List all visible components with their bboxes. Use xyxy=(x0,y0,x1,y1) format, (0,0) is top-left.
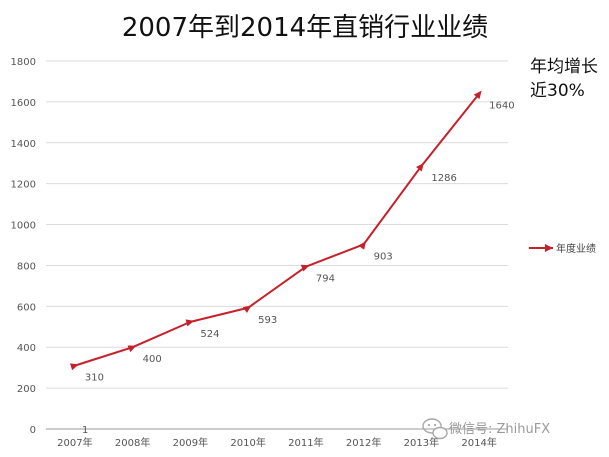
y-axis: 0 200 400 600 800 1000 1200 1400 1600 1800 xyxy=(11,57,36,436)
x-axis: 2007年 2008年 2009年 2010年 2011年 2012年 2013年 2014年 xyxy=(57,436,497,449)
y-tick-label: 1200 xyxy=(11,180,36,191)
data-point xyxy=(69,363,79,371)
annotation-stray-label: 1 xyxy=(82,425,88,436)
annotation-growth-line1: 年均增长 xyxy=(530,57,598,77)
data-point xyxy=(185,319,195,327)
x-tick-label: 2010年 xyxy=(230,436,265,449)
y-tick-label: 0 xyxy=(30,425,36,436)
chart-title: 2007年到2014年直销行业业绩 xyxy=(122,13,488,43)
y-tick-label: 800 xyxy=(17,261,36,272)
x-tick-label: 2007年 xyxy=(57,436,92,449)
data-point xyxy=(358,241,366,250)
y-tick-label: 200 xyxy=(17,384,36,395)
data-point xyxy=(416,162,424,172)
x-tick-label: 2009年 xyxy=(173,436,208,449)
x-tick-label: 2013年 xyxy=(404,436,439,449)
legend-marker xyxy=(545,244,553,252)
y-tick-label: 600 xyxy=(17,302,36,313)
data-label: 903 xyxy=(374,251,393,262)
x-tick-label: 2008年 xyxy=(115,436,150,449)
data-point xyxy=(242,305,252,314)
data-label: 593 xyxy=(258,315,277,326)
data-label: 400 xyxy=(143,354,162,365)
legend: 年度业绩 xyxy=(529,242,596,255)
series-area: 310 400 524 593 794 903 1286 1640 xyxy=(69,90,515,384)
x-tick-label: 2011年 xyxy=(288,436,323,449)
annotation-growth-line2: 近30% xyxy=(530,81,585,101)
data-point xyxy=(300,264,310,272)
y-tick-label: 1800 xyxy=(11,57,36,68)
data-point xyxy=(127,345,137,353)
grid xyxy=(46,60,508,430)
data-label: 524 xyxy=(200,329,219,340)
y-tick-label: 1000 xyxy=(11,221,36,232)
series-line xyxy=(74,93,480,367)
y-tick-label: 1400 xyxy=(11,139,36,150)
x-tick-label: 2014年 xyxy=(461,436,496,449)
data-label: 310 xyxy=(85,373,104,384)
data-label: 1640 xyxy=(489,101,514,112)
data-label: 794 xyxy=(316,274,335,285)
data-point xyxy=(473,90,482,100)
x-tick-label: 2012年 xyxy=(346,436,381,449)
watermark-text: 微信号: ZhihuFX xyxy=(449,422,550,437)
y-tick-label: 1600 xyxy=(11,98,36,109)
wechat-icon xyxy=(422,418,448,440)
watermark: 微信号: ZhihuFX xyxy=(422,418,550,440)
y-tick-label: 400 xyxy=(17,343,36,354)
legend-label: 年度业绩 xyxy=(556,242,596,255)
data-label: 1286 xyxy=(431,173,456,184)
